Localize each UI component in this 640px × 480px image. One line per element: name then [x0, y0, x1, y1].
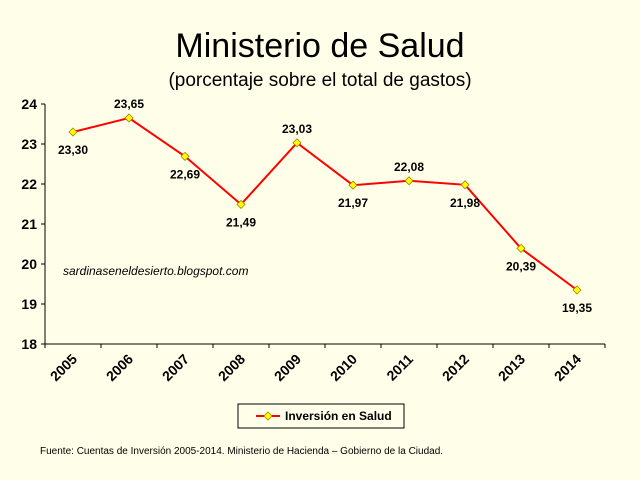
x-tick-label: 2007	[159, 351, 192, 384]
watermark-annotation: sardinaseneldesierto.blogspot.com	[63, 264, 248, 278]
chart-axes	[44, 104, 605, 345]
x-tick-label: 2010	[327, 351, 360, 384]
data-point-marker	[124, 113, 134, 123]
data-labels: 23,30 23,65 22,69 21,49 23,03 21,97 22,08 21,98…	[58, 97, 592, 315]
series-line	[72, 116, 578, 291]
x-tick-label: 2014	[551, 351, 584, 384]
x-tick-label: 2009	[271, 351, 304, 384]
y-tick-label: 24	[21, 96, 37, 112]
x-tick-label: 2008	[215, 351, 248, 384]
data-point-marker	[292, 138, 302, 148]
y-tick-label: 19	[21, 296, 37, 312]
y-tick-label: 22	[21, 176, 37, 192]
data-label: 23,03	[282, 122, 312, 136]
data-point-marker	[404, 176, 414, 186]
data-label: 23,30	[58, 143, 88, 157]
data-point-marker	[68, 127, 78, 137]
series-markers	[68, 113, 582, 295]
data-point-marker	[180, 151, 190, 161]
data-label: 22,69	[170, 167, 200, 181]
legend-label: Inversión en Salud	[285, 409, 392, 423]
legend-marker-icon	[263, 411, 273, 421]
data-point-marker	[572, 285, 582, 295]
data-label: 21,97	[338, 196, 368, 210]
data-point-marker	[236, 199, 246, 209]
y-axis-ticks: 18 19 20 21 22 23 24	[21, 96, 45, 352]
data-label: 19,35	[562, 301, 592, 315]
x-tick-label: 2013	[495, 351, 528, 384]
y-tick-label: 20	[21, 256, 37, 272]
data-point-marker	[348, 180, 358, 190]
data-point-marker	[460, 180, 470, 190]
x-tick-label: 2005	[47, 351, 80, 384]
chart-title: Ministerio de Salud	[175, 27, 465, 65]
chart-subtitle: (porcentaje sobre el total de gastos)	[168, 70, 472, 91]
x-tick-label: 2011	[383, 351, 416, 384]
source-note: Fuente: Cuentas de Inversión 2005-2014. …	[40, 446, 444, 457]
data-point-marker	[516, 243, 526, 253]
y-tick-label: 21	[21, 216, 37, 232]
data-label: 20,39	[506, 259, 536, 273]
x-tick-label: 2006	[103, 351, 136, 384]
data-label: 21,98	[450, 196, 480, 210]
data-label: 21,49	[226, 215, 256, 229]
y-tick-label: 18	[21, 336, 37, 352]
x-tick-label: 2012	[439, 351, 472, 384]
x-axis-ticks: 2005 2006 2007 2008 2009 2010 2011 2012 2013 2014	[44, 344, 606, 384]
legend: Inversión en Salud	[237, 403, 405, 429]
y-tick-label: 23	[21, 136, 37, 152]
data-label: 23,65	[114, 97, 144, 111]
data-label: 22,08	[394, 160, 424, 174]
